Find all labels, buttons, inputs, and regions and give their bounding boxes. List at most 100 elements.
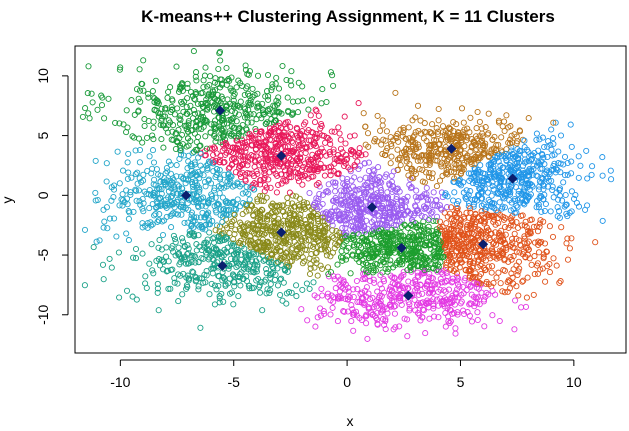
data-point [349, 306, 356, 313]
centroid-marker [181, 190, 192, 201]
data-point [171, 275, 178, 282]
data-point [155, 244, 162, 251]
data-point [233, 84, 240, 91]
data-point [393, 203, 400, 210]
data-point [545, 138, 552, 145]
data-point [157, 178, 164, 185]
data-point [318, 123, 325, 130]
data-point [223, 200, 230, 207]
data-point [187, 102, 194, 109]
data-point [184, 110, 191, 118]
data-point [387, 257, 394, 264]
data-point [560, 161, 567, 168]
data-point [193, 69, 200, 76]
data-point [319, 214, 326, 221]
data-point [139, 220, 146, 227]
data-point [134, 180, 141, 187]
data-point [323, 252, 330, 259]
data-point [441, 231, 449, 238]
data-point [316, 190, 323, 198]
data-point [214, 251, 221, 258]
data-point [444, 235, 451, 242]
data-point [203, 105, 211, 112]
data-point [284, 248, 291, 255]
data-point [198, 101, 205, 108]
data-point [206, 229, 213, 236]
data-point [463, 193, 470, 200]
data-point [200, 77, 207, 84]
data-point [189, 171, 196, 178]
data-point [111, 215, 118, 222]
data-point [427, 159, 434, 166]
data-point [374, 320, 381, 327]
data-point [456, 181, 463, 188]
data-point [168, 136, 175, 143]
data-point [425, 223, 432, 230]
data-point [279, 207, 286, 215]
data-point [222, 282, 229, 289]
data-point [467, 188, 474, 195]
data-point [190, 224, 197, 231]
data-point [285, 288, 293, 296]
data-point [460, 290, 467, 297]
data-point [354, 152, 361, 159]
data-point [330, 294, 337, 301]
data-point [199, 109, 206, 117]
data-point [447, 318, 454, 325]
data-point [299, 181, 306, 188]
data-point [223, 103, 230, 110]
data-point [458, 240, 465, 247]
data-point [294, 98, 301, 105]
data-point [246, 196, 253, 203]
data-point [275, 85, 283, 92]
data-point [168, 193, 176, 200]
data-point [468, 229, 475, 236]
data-point [502, 231, 509, 238]
data-point [79, 113, 86, 120]
data-point [416, 302, 423, 309]
data-point [256, 282, 263, 289]
data-point [261, 110, 268, 118]
data-point [134, 169, 141, 176]
data-point [108, 197, 115, 204]
data-point [190, 106, 197, 114]
data-point [466, 301, 473, 308]
data-point [291, 169, 299, 176]
data-point [521, 151, 528, 158]
data-point [232, 109, 239, 116]
data-point [217, 57, 224, 64]
data-point [253, 181, 260, 188]
data-point [142, 273, 149, 280]
data-point [405, 172, 412, 179]
data-point [505, 258, 512, 265]
data-point [491, 133, 498, 140]
data-point [368, 184, 375, 191]
data-point [155, 256, 162, 263]
data-point [564, 235, 571, 242]
data-point [268, 261, 275, 268]
centroid-marker [367, 202, 378, 213]
data-point [193, 138, 200, 146]
data-point [232, 158, 240, 165]
data-point [421, 205, 428, 212]
data-point [362, 260, 370, 267]
data-point [245, 227, 252, 234]
data-point [127, 191, 134, 198]
data-point [484, 212, 491, 219]
data-point [301, 199, 308, 206]
data-point [270, 129, 277, 136]
data-point [264, 223, 271, 230]
data-point [381, 321, 388, 329]
data-point [270, 102, 277, 109]
data-point [558, 224, 565, 231]
data-point [235, 277, 242, 285]
data-point [388, 143, 395, 150]
data-point [189, 268, 196, 275]
data-point [233, 118, 240, 125]
data-point [335, 124, 342, 131]
data-point [256, 289, 264, 296]
data-point [474, 294, 481, 301]
data-point [123, 287, 131, 294]
data-point [273, 189, 280, 196]
data-point [266, 271, 273, 278]
